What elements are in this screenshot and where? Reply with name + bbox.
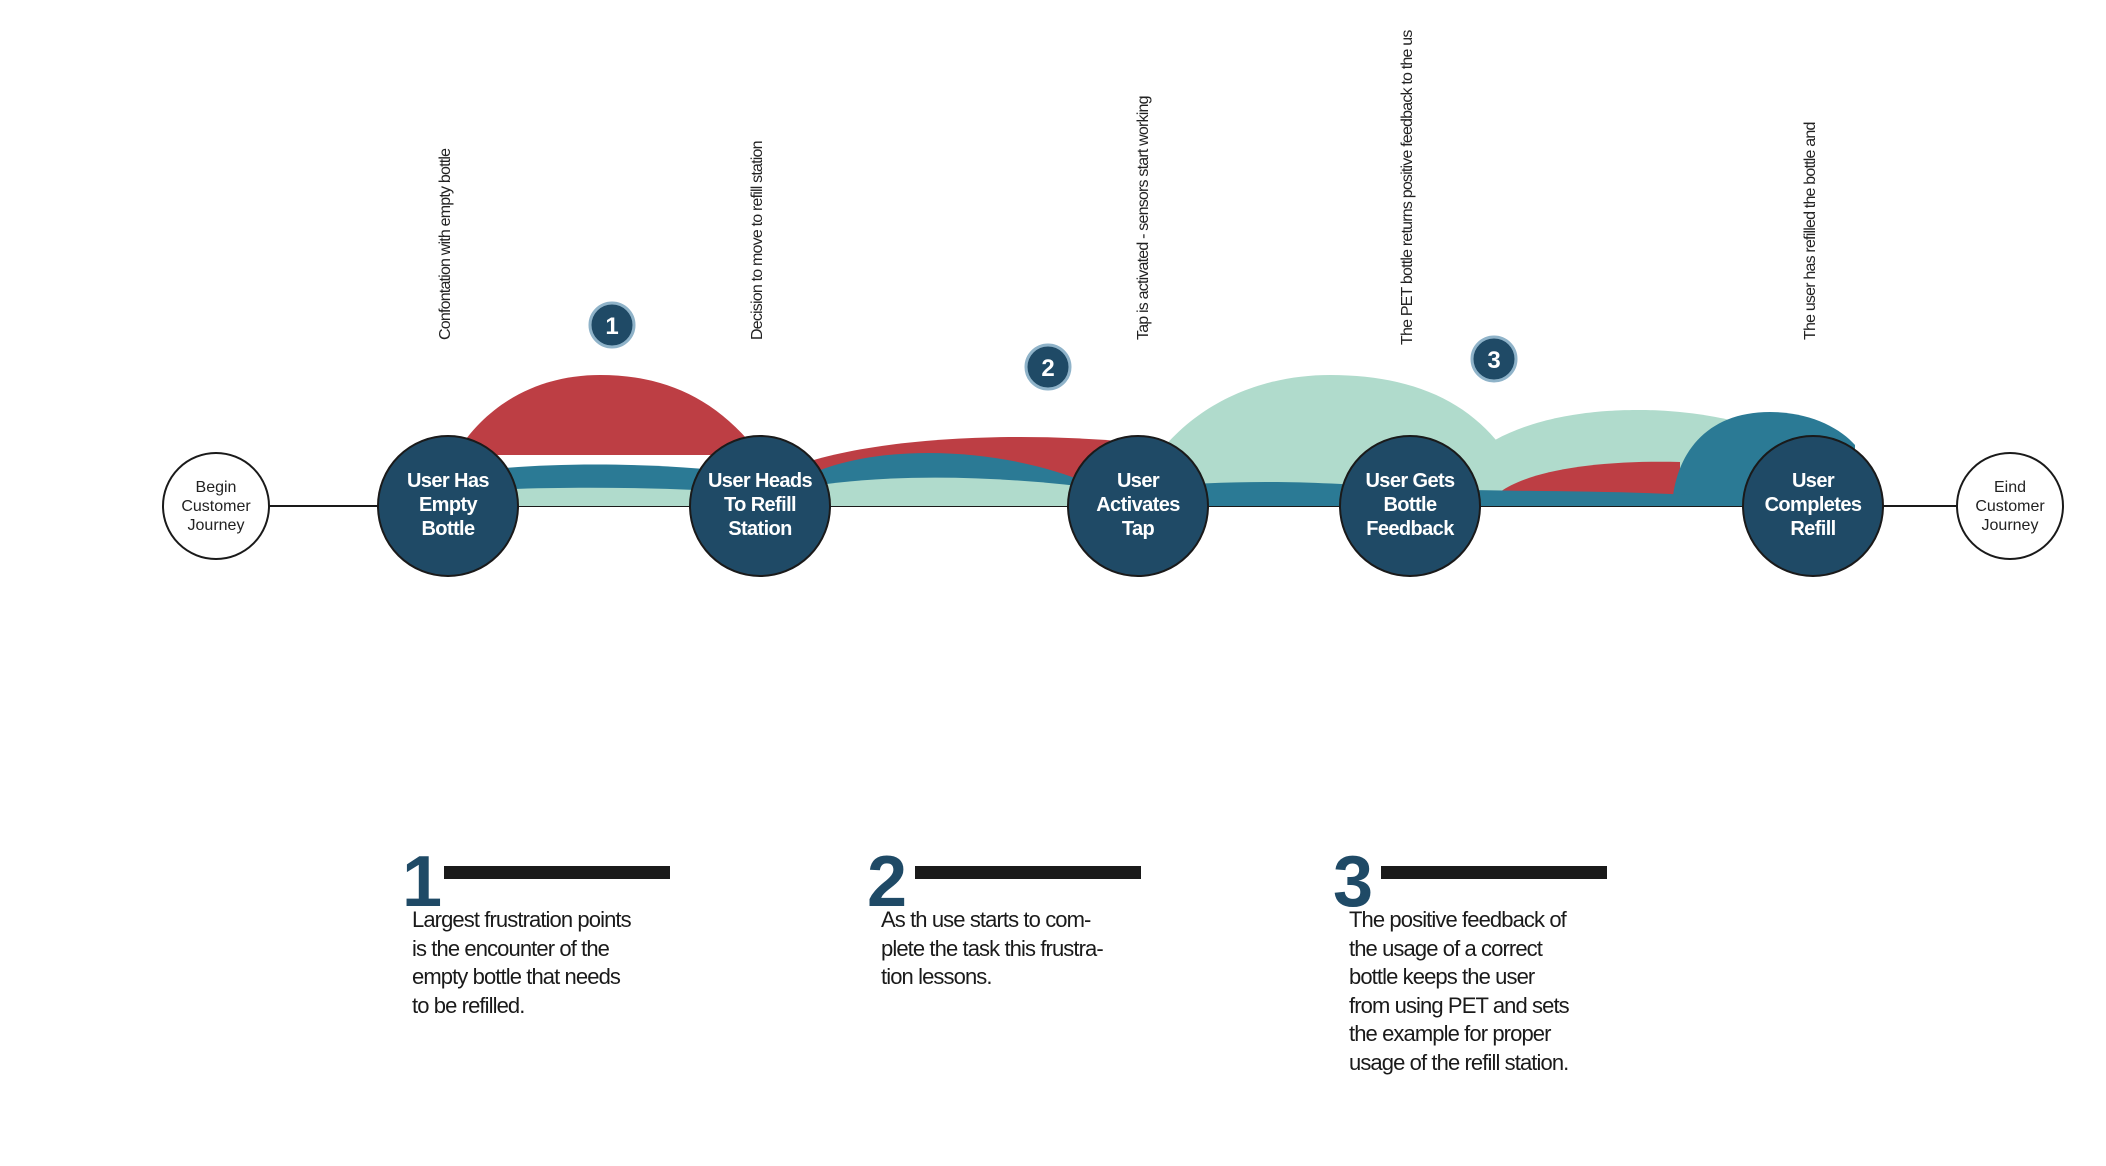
stage-label-line-2: Bottle [1383, 494, 1437, 516]
badge-number: 2 [1041, 355, 1054, 382]
note-divider [444, 866, 670, 879]
note-text: The positive feedback of the usage of a … [1349, 907, 1570, 1075]
badge-number: 3 [1487, 347, 1500, 374]
stage-annotation-completes-refill: The user has refilled the bottle and [1802, 122, 1819, 340]
note-text: As th use starts to com- plete the task … [881, 907, 1104, 989]
stage-label-line-3: Station [728, 518, 792, 540]
stage-label-line-3: Bottle [421, 518, 475, 540]
stage-label-line-2: Completes [1765, 494, 1862, 516]
mint-wave-2 [790, 477, 1110, 506]
stage-label-line-2: Activates [1096, 494, 1180, 516]
note-3: 3 The positive feedback of the usage of … [1333, 846, 1653, 1086]
note-number: 3 [1333, 842, 1373, 922]
stage-annotation-bottle-feedback: The PET bottle returns positive feedback… [1399, 30, 1416, 345]
stage-label-line-1: User [1117, 470, 1160, 492]
stage-node-empty-bottle: User Has Empty Bottle [377, 435, 519, 577]
note-divider [1381, 866, 1607, 879]
pain-point-badge-3: 3 [1470, 335, 1518, 383]
stage-label-line-2: To Refill [724, 494, 796, 516]
stage-label-line-3: Tap [1122, 518, 1155, 540]
journey-start-line-2: Customer [181, 498, 251, 515]
pain-point-badge-1: 1 [588, 301, 636, 349]
frustration-curve-1 [455, 375, 760, 455]
badge-number: 1 [605, 313, 618, 340]
stage-node-activates-tap: User Activates Tap [1067, 435, 1209, 577]
journey-start-node: Begin Customer Journey [162, 452, 270, 560]
stage-label-line-1: User Has [407, 470, 489, 492]
stage-annotation-activates-tap: Tap is activated - sensors start working [1135, 96, 1152, 340]
pain-point-badge-2: 2 [1024, 343, 1072, 391]
journey-end-line-1: Eind [1994, 479, 2026, 496]
stage-label-line-3: Feedback [1366, 518, 1455, 540]
note-number: 2 [867, 842, 907, 922]
stage-label-line-1: User [1792, 470, 1835, 492]
journey-end-node: Eind Customer Journey [1956, 452, 2064, 560]
stage-node-completes-refill: User Completes Refill [1742, 435, 1884, 577]
stage-node-bottle-feedback: User Gets Bottle Feedback [1339, 435, 1481, 577]
stage-label-line-3: Refill [1790, 518, 1835, 540]
note-text: Largest frustration points is the encoun… [412, 907, 632, 1018]
journey-end-line-3: Journey [1982, 517, 2039, 534]
journey-end-line-2: Customer [1975, 498, 2045, 515]
journey-start-line-3: Journey [188, 517, 245, 534]
journey-start-line-1: Begin [196, 479, 237, 496]
stage-node-heads-to-station: User Heads To Refill Station [689, 435, 831, 577]
mint-wave-1 [450, 487, 760, 506]
note-2: 2 As th use starts to com- plete the tas… [867, 846, 1167, 1066]
stage-annotation-heads-to-station: Decision to move to refill station [749, 141, 766, 340]
note-1: 1 Largest frustration points is the enco… [402, 846, 702, 1066]
stage-label-line-1: User Heads [708, 470, 813, 492]
note-number: 1 [402, 842, 442, 922]
stage-label-line-2: Empty [419, 494, 479, 516]
note-divider [915, 866, 1141, 879]
stage-annotation-empty-bottle: Confontation with empty bottle [437, 148, 454, 340]
stage-label-line-1: User Gets [1365, 470, 1455, 492]
